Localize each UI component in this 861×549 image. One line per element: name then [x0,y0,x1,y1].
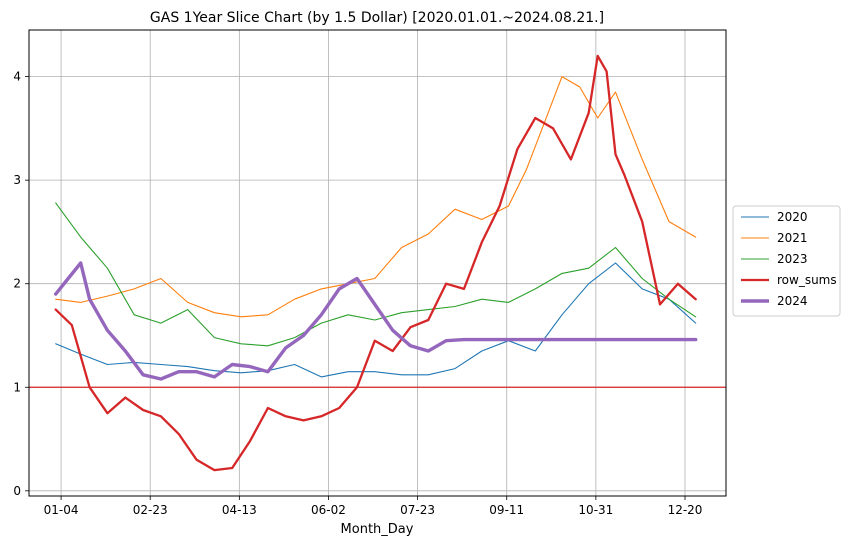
legend-frame [732,205,841,317]
x-tick-label: 01-04 [44,503,79,517]
y-tick-label: 4 [13,70,21,84]
y-tick-label: 3 [13,173,21,187]
legend-label: 2021 [777,231,808,245]
series-line-2020 [55,262,697,378]
x-tick-label: 10-31 [578,503,613,517]
series-line-2023 [55,202,697,347]
x-tick-label: 09-11 [489,503,524,517]
grid-lines [29,30,726,496]
series-line-2021 [55,76,697,318]
legend-label: row_sums [777,273,837,287]
series-line-2024 [54,261,698,381]
chart-title: GAS 1Year Slice Chart (by 1.5 Dollar) [2… [150,10,604,26]
x-tick-label: 07-23 [400,503,435,517]
y-axis-ticks: 0 1 2 3 4 [13,70,29,498]
plot-area-frame [28,29,727,497]
x-axis-label: Month_Day [341,522,414,537]
y-tick-label: 1 [13,380,21,394]
legend-label: 2024 [777,294,808,308]
x-tick-label: 12-20 [668,503,703,517]
x-tick-label: 06-02 [311,503,346,517]
y-tick-label: 2 [13,277,21,291]
legend: 2020 2021 2023 row_sums 2024 [732,205,841,317]
x-axis-ticks: 01-04 02-23 04-13 06-02 07-23 09-11 10-31 12-20 [44,496,703,517]
x-tick-label: 04-13 [222,503,257,517]
series-lines [54,54,698,472]
x-tick-label: 02-23 [133,503,168,517]
legend-label: 2020 [777,210,808,224]
series-line-row-sums [54,54,697,472]
legend-label: 2023 [777,252,808,266]
y-tick-label: 0 [13,484,21,498]
